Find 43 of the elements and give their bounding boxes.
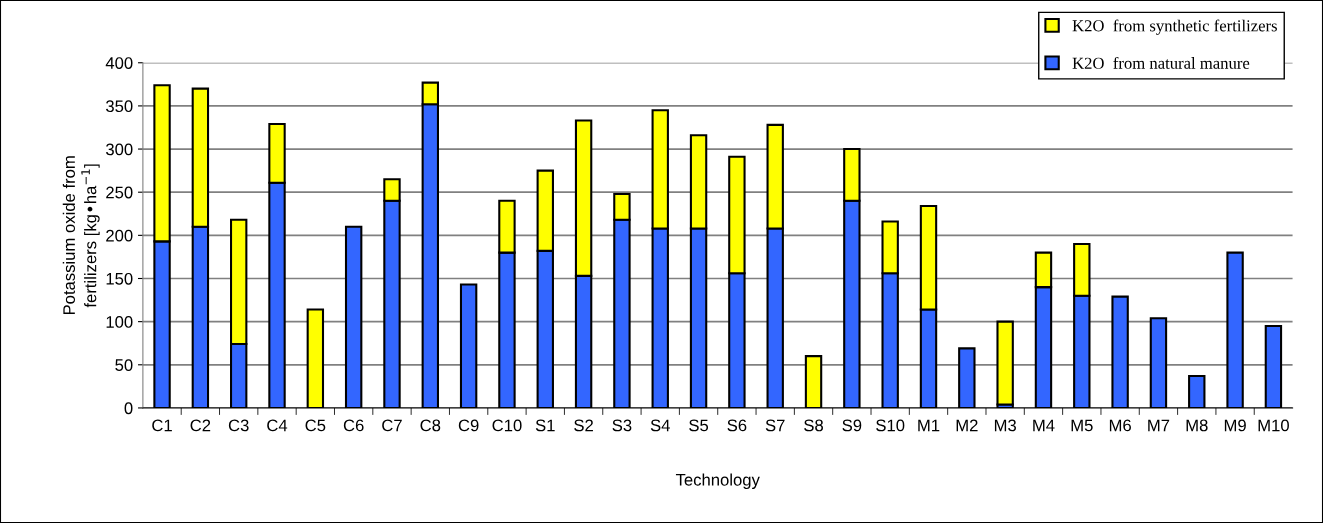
y-tick-label: 200 bbox=[106, 229, 133, 242]
y-tick-label: 250 bbox=[106, 186, 133, 199]
x-tick-label: M5 bbox=[1071, 419, 1093, 432]
x-tick-label: M9 bbox=[1224, 419, 1246, 432]
y-tick-label: 150 bbox=[106, 272, 133, 285]
x-tick-label: M3 bbox=[994, 419, 1016, 432]
x-tick-label: S4 bbox=[650, 419, 670, 432]
x-tick-label: M1 bbox=[918, 419, 940, 432]
x-axis-title: Technology bbox=[675, 473, 760, 490]
x-tick-label: C5 bbox=[305, 419, 326, 432]
x-tick-label: C1 bbox=[152, 419, 172, 432]
x-tick-label: M8 bbox=[1186, 419, 1208, 432]
legend-label: K2O from synthetic fertilizers bbox=[1072, 19, 1277, 35]
x-tick-label: S8 bbox=[804, 419, 823, 432]
y-axis-title: Potassium oxide from fertilizers [kg•ha$^{−1}$] bbox=[62, 156, 100, 315]
x-tick-label: S5 bbox=[689, 419, 709, 432]
x-tick-label: C10 bbox=[492, 419, 522, 432]
x-tick-label: M7 bbox=[1148, 419, 1170, 432]
x-tick-label: S7 bbox=[765, 419, 785, 432]
x-tick-label: S9 bbox=[842, 419, 862, 432]
y-tick-label: 350 bbox=[105, 100, 133, 113]
y-tick-label: 400 bbox=[105, 57, 133, 69]
x-tick-label: C3 bbox=[228, 419, 249, 432]
x-tick-label: S2 bbox=[574, 419, 593, 432]
x-tick-label: C8 bbox=[420, 419, 441, 432]
y-tick-label: 300 bbox=[105, 143, 133, 156]
x-tick-label: C2 bbox=[190, 419, 211, 432]
x-tick-label: M2 bbox=[956, 419, 978, 432]
y-tick-label: 100 bbox=[106, 316, 133, 328]
x-tick-label: S3 bbox=[612, 419, 632, 432]
x-tick-label: C6 bbox=[343, 419, 364, 432]
x-tick-label: S6 bbox=[727, 419, 747, 432]
x-tick-label: M6 bbox=[1109, 419, 1131, 432]
legend-label: K2O from natural manure bbox=[1072, 56, 1250, 69]
x-tick-label: S10 bbox=[876, 419, 905, 432]
x-tick-label: C9 bbox=[458, 419, 479, 432]
x-tick-label: C4 bbox=[267, 419, 288, 432]
x-tick-label: S1 bbox=[535, 419, 555, 432]
x-tick-label: C7 bbox=[382, 419, 402, 432]
y-tick-label: 50 bbox=[115, 359, 133, 371]
y-tick-label: 0 bbox=[124, 402, 133, 415]
x-tick-label: M4 bbox=[1033, 419, 1055, 432]
x-tick-label: M10 bbox=[1258, 419, 1289, 432]
